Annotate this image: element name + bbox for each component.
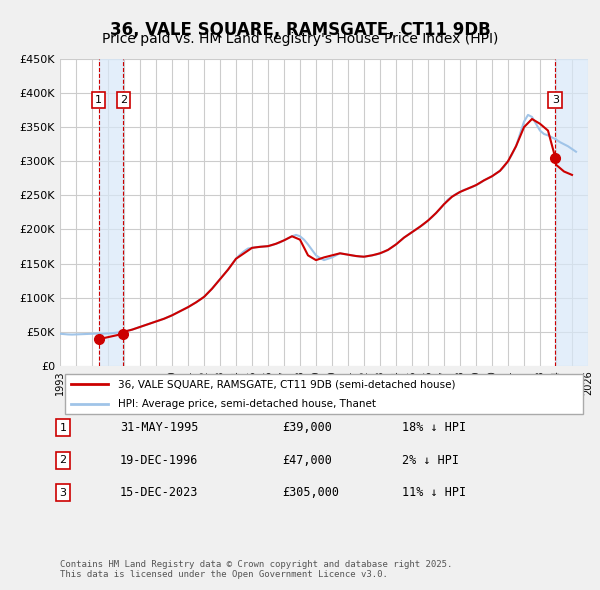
Text: £47,000: £47,000	[282, 454, 332, 467]
Text: 19-DEC-1996: 19-DEC-1996	[120, 454, 199, 467]
Text: 2: 2	[120, 95, 127, 105]
Text: HPI: Average price, semi-detached house, Thanet: HPI: Average price, semi-detached house,…	[118, 399, 376, 408]
Text: Price paid vs. HM Land Registry's House Price Index (HPI): Price paid vs. HM Land Registry's House …	[102, 32, 498, 47]
Text: £39,000: £39,000	[282, 421, 332, 434]
Text: 36, VALE SQUARE, RAMSGATE, CT11 9DB (semi-detached house): 36, VALE SQUARE, RAMSGATE, CT11 9DB (sem…	[118, 379, 455, 389]
Text: 18% ↓ HPI: 18% ↓ HPI	[402, 421, 466, 434]
Text: 11% ↓ HPI: 11% ↓ HPI	[402, 486, 466, 499]
Text: 1: 1	[95, 95, 102, 105]
Text: 2% ↓ HPI: 2% ↓ HPI	[402, 454, 459, 467]
Bar	[556, 59, 588, 366]
Text: 3: 3	[59, 488, 67, 497]
Text: 15-DEC-2023: 15-DEC-2023	[120, 486, 199, 499]
Text: 2: 2	[59, 455, 67, 465]
Text: £305,000: £305,000	[282, 486, 339, 499]
Text: 3: 3	[552, 95, 559, 105]
Bar	[98, 59, 124, 366]
Text: 31-MAY-1995: 31-MAY-1995	[120, 421, 199, 434]
Text: 36, VALE SQUARE, RAMSGATE, CT11 9DB: 36, VALE SQUARE, RAMSGATE, CT11 9DB	[110, 21, 490, 39]
Text: Contains HM Land Registry data © Crown copyright and database right 2025.
This d: Contains HM Land Registry data © Crown c…	[60, 560, 452, 579]
Text: 1: 1	[59, 423, 67, 432]
FancyBboxPatch shape	[65, 374, 583, 414]
